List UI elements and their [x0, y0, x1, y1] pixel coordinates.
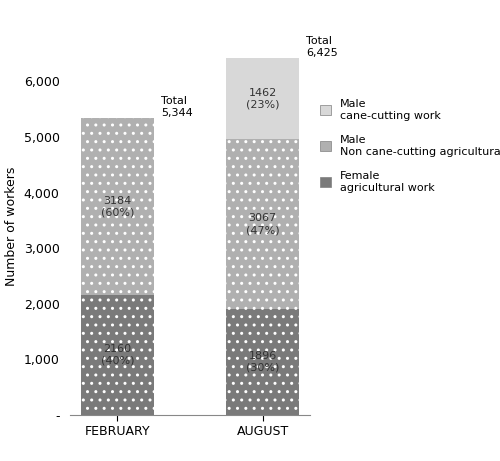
- Bar: [226, 309, 299, 415]
- Text: 3067
(47%): 3067 (47%): [246, 213, 280, 235]
- Bar: [226, 139, 299, 309]
- Bar: [226, 58, 299, 139]
- Bar: [81, 295, 154, 415]
- Text: 2160
(40%): 2160 (40%): [100, 344, 134, 366]
- Legend: Male
cane-cutting work, Male
Non cane-cutting agricultural work, Female
agricult: Male cane-cutting work, Male Non cane-cu…: [320, 99, 500, 193]
- Text: 1462
(23%): 1462 (23%): [246, 88, 280, 109]
- Text: Total
6,425: Total 6,425: [306, 36, 338, 58]
- Bar: [81, 118, 154, 295]
- Text: 1896
(30%): 1896 (30%): [246, 351, 280, 373]
- Text: Total
5,344: Total 5,344: [161, 96, 192, 118]
- Y-axis label: Number of workers: Number of workers: [5, 166, 18, 285]
- Text: 3184
(60%): 3184 (60%): [100, 195, 134, 217]
